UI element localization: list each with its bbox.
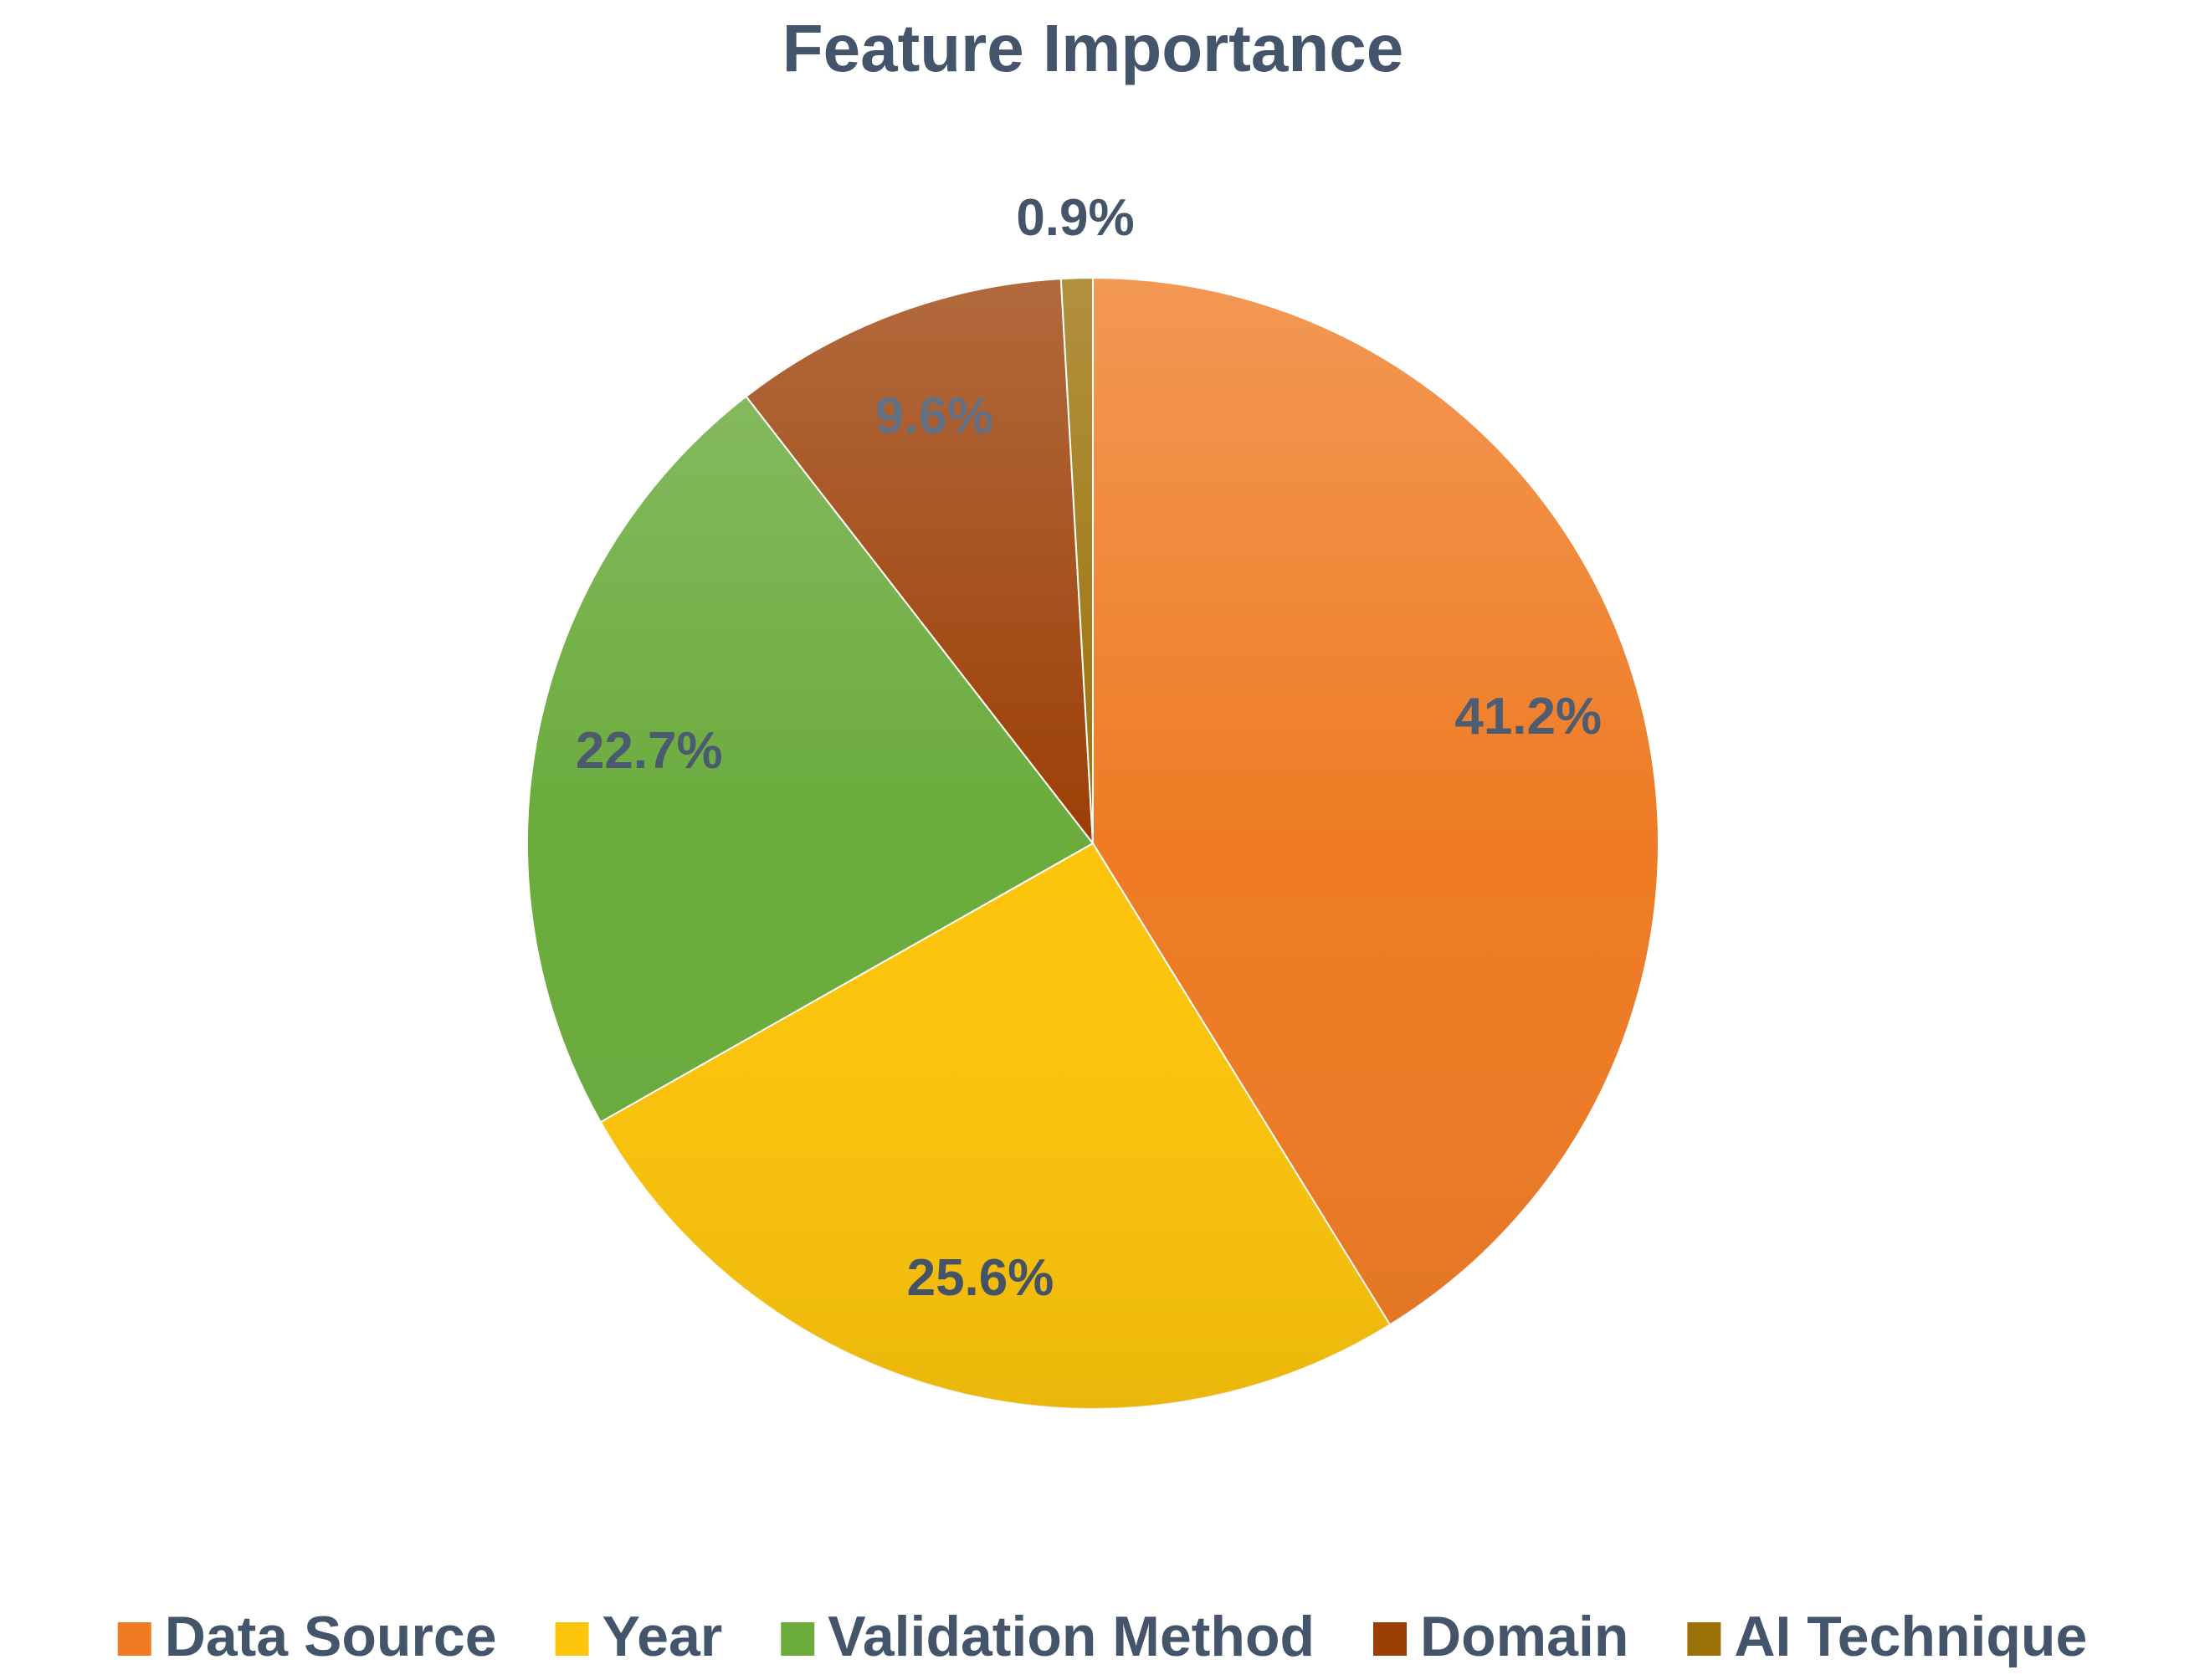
legend-label: AI Technique: [1734, 1605, 2087, 1668]
data-label: 0.9%: [1016, 189, 1134, 247]
chart-title: Feature Importance: [782, 11, 1403, 85]
legend-label: Domain: [1420, 1605, 1628, 1668]
data-label: 41.2%: [1454, 688, 1602, 745]
data-label: 25.6%: [907, 1249, 1054, 1307]
data-label: 9.6%: [875, 387, 993, 445]
legend-label: Validation Method: [828, 1605, 1315, 1668]
legend: Data Source Year Validation Method Domain AI…: [117, 1605, 2087, 1668]
legend-marker: [781, 1622, 815, 1656]
legend-marker: [1687, 1622, 1721, 1656]
legend-marker: [117, 1622, 151, 1656]
legend-marker: [1373, 1622, 1408, 1656]
legend-label: Data Source: [165, 1605, 497, 1668]
legend-marker: [555, 1622, 589, 1656]
legend-label: Year: [603, 1605, 723, 1668]
data-label: 22.7%: [576, 722, 723, 780]
